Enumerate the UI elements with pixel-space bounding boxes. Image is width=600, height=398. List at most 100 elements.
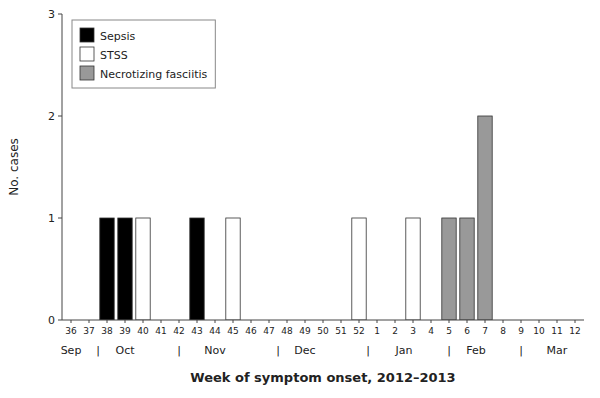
- x-tick: [575, 320, 576, 323]
- bar-segment: [100, 218, 114, 219]
- legend-label: Sepsis: [100, 30, 136, 43]
- series: [100, 218, 204, 320]
- x-tick-label: 9: [518, 326, 524, 336]
- x-tick: [197, 320, 198, 323]
- bar-segment: [226, 218, 240, 320]
- bar-segment: [442, 218, 456, 320]
- x-tick: [71, 320, 72, 323]
- legend-swatch: [80, 28, 94, 42]
- annotation: Feb: [466, 344, 485, 357]
- x-tick: [287, 320, 288, 323]
- bar-segment: [190, 218, 204, 219]
- x-tick-label: 3: [410, 326, 416, 336]
- x-tick-label: 11: [551, 326, 562, 336]
- annotation: |: [519, 344, 523, 357]
- x-tick-label: 1: [374, 326, 380, 336]
- bar-segment: [478, 116, 492, 320]
- x-tick-label: 43: [191, 326, 202, 336]
- bar-segment: [352, 218, 366, 320]
- x-tick-label: 45: [227, 326, 238, 336]
- annotations: SepOctNovDecJanFebMar||||||: [61, 344, 568, 357]
- x-tick: [521, 320, 522, 323]
- bar-segment: [118, 218, 132, 320]
- bar-segment: [100, 218, 114, 219]
- x-tick: [89, 320, 90, 323]
- x-tick-label: 7: [482, 326, 488, 336]
- x-tick: [251, 320, 252, 323]
- x-tick: [557, 320, 558, 323]
- x-tick-label: 47: [263, 326, 274, 336]
- x-tick-label: 38: [101, 326, 113, 336]
- bar-segment: [100, 218, 114, 320]
- legend-label: Necrotizing fasciitis: [100, 68, 208, 81]
- y-tick: [58, 14, 62, 15]
- legend-frame: [72, 20, 215, 88]
- x-tick: [125, 320, 126, 323]
- bar-segment: [352, 218, 366, 219]
- x-tick: [161, 320, 162, 323]
- bar-segment: [406, 218, 420, 219]
- x-tick-label: 5: [446, 326, 452, 336]
- x-axis-label: Week of symptom onset, 2012–2013: [190, 370, 455, 385]
- x-tick-label: 51: [335, 326, 346, 336]
- y-tick-label: 3: [48, 8, 55, 21]
- x-tick-label: 50: [317, 326, 329, 336]
- bar-segment: [190, 218, 204, 320]
- x-tick: [305, 320, 306, 323]
- legend-swatch: [80, 47, 94, 61]
- chart: 0123363738394041424344454647484950515212…: [0, 0, 600, 398]
- x-tick: [143, 320, 144, 323]
- x-tick-label: 41: [155, 326, 166, 336]
- annotation: Jan: [395, 344, 413, 357]
- x-tick-label: 36: [65, 326, 77, 336]
- x-tick-label: 40: [137, 326, 149, 336]
- y-tick-label: 2: [48, 110, 55, 123]
- y-tick-label: 1: [48, 212, 55, 225]
- annotation: |: [366, 344, 370, 357]
- x-tick-label: 8: [500, 326, 506, 336]
- page: {"chart_data": {"type": "bar", "stacked"…: [0, 0, 600, 398]
- x-tick: [539, 320, 540, 323]
- x-tick-label: 46: [245, 326, 257, 336]
- y-axis-line: [62, 14, 63, 320]
- bar-segment: [118, 218, 132, 219]
- annotation: Dec: [294, 344, 315, 357]
- x-tick-label: 49: [299, 326, 311, 336]
- series: [136, 218, 420, 320]
- x-tick-label: 2: [392, 326, 398, 336]
- annotation: Sep: [61, 344, 82, 357]
- legend-swatch: [80, 66, 94, 80]
- y-tick-label: 0: [48, 314, 55, 327]
- x-tick-label: 4: [428, 326, 434, 336]
- bars: [100, 116, 492, 320]
- bar-segment: [136, 218, 150, 219]
- x-tick-label: 44: [209, 326, 221, 336]
- y-tick: [58, 218, 62, 219]
- x-tick: [341, 320, 342, 323]
- x-tick-label: 6: [464, 326, 470, 336]
- bar-segment: [226, 218, 240, 219]
- annotation: Mar: [547, 344, 568, 357]
- x-tick: [233, 320, 234, 323]
- x-tick: [395, 320, 396, 323]
- legend-label: STSS: [100, 49, 128, 62]
- x-tick: [323, 320, 324, 323]
- x-tick: [413, 320, 414, 323]
- annotation: Oct: [115, 344, 135, 357]
- x-tick-label: 10: [533, 326, 545, 336]
- x-tick: [431, 320, 432, 323]
- annotation: |: [96, 344, 100, 357]
- annotation: |: [447, 344, 451, 357]
- annotation: |: [276, 344, 280, 357]
- x-tick: [107, 320, 108, 323]
- x-tick: [377, 320, 378, 323]
- axes: 0123363738394041424344454647484950515212…: [48, 8, 584, 336]
- x-tick-label: 48: [281, 326, 293, 336]
- x-tick: [485, 320, 486, 323]
- x-tick: [269, 320, 270, 323]
- y-tick: [58, 320, 62, 321]
- y-axis-label: No. cases: [7, 138, 21, 196]
- series: [442, 116, 492, 320]
- annotation: |: [177, 344, 181, 357]
- x-tick: [449, 320, 450, 323]
